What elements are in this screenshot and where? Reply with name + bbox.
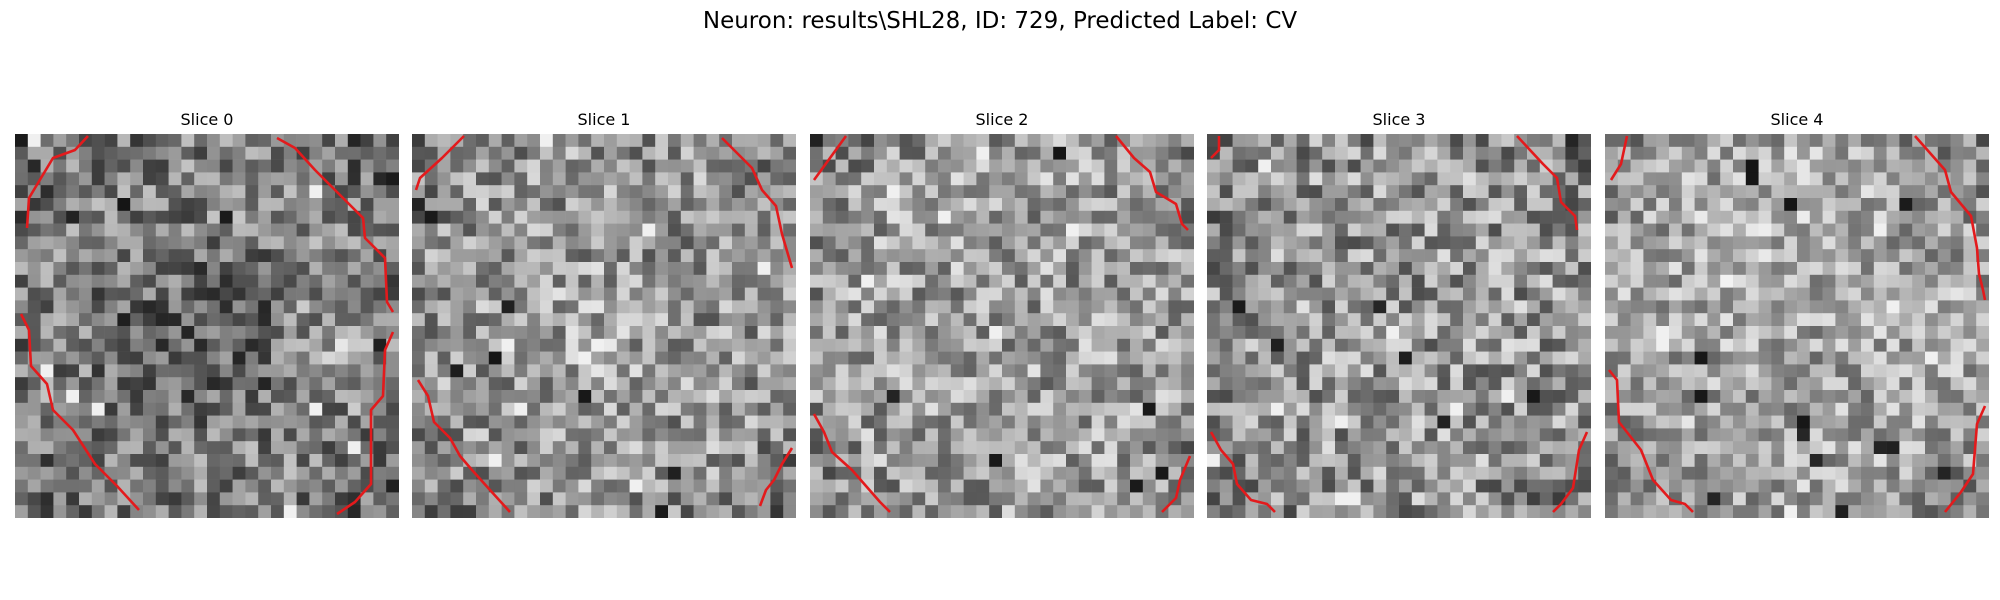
slice-4-contour-3: [1943, 405, 1987, 513]
slice-3-contour-3: [1552, 431, 1589, 513]
slice-4-pixels: [1605, 134, 1989, 518]
slice-0-image: [15, 134, 399, 518]
slice-4-contour-1: [1914, 135, 1987, 301]
slice-1-svg: [412, 134, 796, 518]
figure-title: Neuron: results\SHL28, ID: 729, Predicte…: [702, 8, 1298, 34]
slice-2-svg: [810, 134, 1194, 518]
slice-0-contour-2: [19, 313, 140, 511]
slice-3-svg: [1207, 134, 1591, 518]
slice-3-contour-0: [1210, 136, 1221, 159]
slice-0-contour-0: [25, 135, 89, 229]
slice-2-title: Slice 2: [975, 110, 1029, 129]
slice-3-pixels: [1207, 134, 1591, 518]
slice-4-svg: [1605, 134, 1989, 518]
slice-4-title: Slice 4: [1770, 110, 1824, 129]
slice-4-contour-2: [1607, 369, 1694, 513]
slice-2-contour-2: [812, 413, 891, 513]
slice-3-contour-1: [1516, 135, 1579, 231]
slice-2-contour-3: [1161, 455, 1192, 513]
slice-1-pixels: [412, 134, 796, 518]
slice-3-title: Slice 3: [1372, 110, 1426, 129]
slice-4-image: [1605, 134, 1989, 518]
slice-1-contour-3: [758, 447, 794, 507]
slice-2-contour-1: [1114, 135, 1189, 231]
slice-3-image: [1207, 134, 1591, 518]
slice-2-image: [810, 134, 1194, 518]
slice-1-title: Slice 1: [577, 110, 631, 129]
slice-1-image: [412, 134, 796, 518]
slice-0-pixels: [15, 134, 399, 518]
slice-1-contour-0: [414, 135, 465, 191]
slice-2-pixels: [810, 134, 1194, 518]
slice-0-svg: [15, 134, 399, 518]
slice-2-contour-0: [812, 135, 848, 181]
slice-4-contour-0: [1609, 135, 1629, 181]
slice-0-title: Slice 0: [180, 110, 234, 129]
slice-1-contour-1: [721, 137, 794, 269]
slice-3-contour-2: [1209, 431, 1276, 513]
slice-0-contour-1: [276, 136, 395, 313]
slice-0-contour-3: [336, 331, 395, 516]
slice-1-contour-2: [416, 379, 511, 513]
